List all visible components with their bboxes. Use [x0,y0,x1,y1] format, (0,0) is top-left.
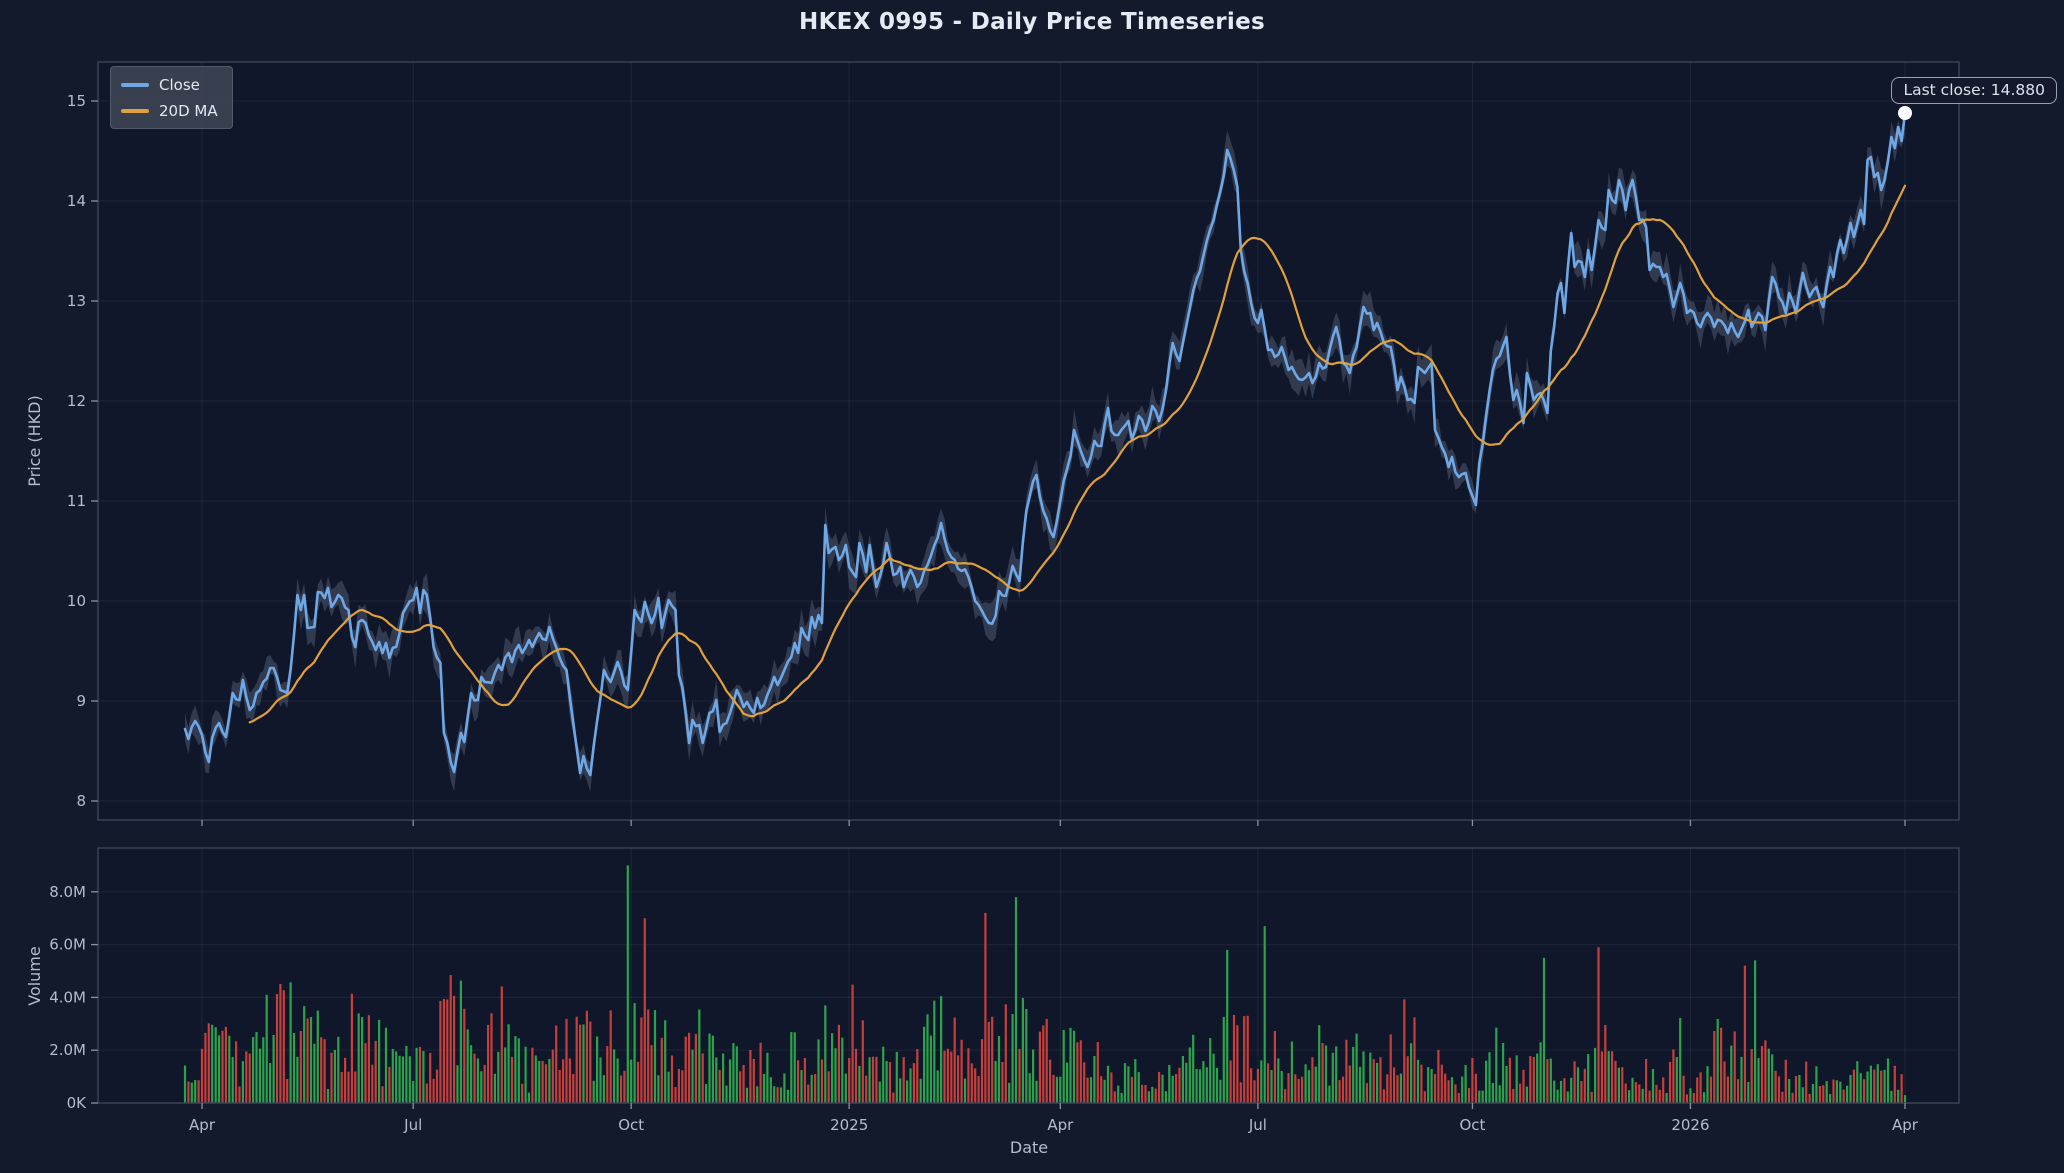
price-plot-area [98,62,1959,820]
close-line-swatch-icon [121,82,149,87]
tick-labels: 8 9 10 11 12 13 14 15 0K 2.0M 4.0M 6.0M 8.0M Apr Jul Oc… [49,92,1919,1134]
price-tick-label: 8 [76,792,86,810]
price-tick-label: 11 [67,492,86,510]
x-axis-title: Date [1010,1138,1048,1157]
legend-item-close: Close [121,74,218,95]
x-tick-label: Jul [1248,1116,1267,1134]
volume-tick-label: 8.0M [49,883,86,901]
ma-line-swatch-icon [121,108,149,113]
ma-line [248,184,1907,724]
volume-tick-label: 4.0M [49,988,86,1006]
legend-label-close: Close [159,75,200,94]
x-tick-label: 2026 [1671,1116,1709,1134]
legend-label-ma: 20D MA [159,101,218,120]
price-tick-label: 15 [67,92,86,110]
x-tick-label: Oct [1459,1116,1485,1134]
volume-tick-label: 0K [67,1094,88,1112]
plot-backgrounds [98,62,1959,1103]
x-tick-label: Apr [1892,1116,1919,1134]
page-title: HKEX 0995 - Daily Price Timeseries [799,9,1265,35]
price-tick-label: 10 [67,592,86,610]
volume-tick-label: 6.0M [49,936,86,954]
volume-tick-label: 2.0M [49,1041,86,1059]
volume-axis-title: Volume [25,946,44,1006]
x-tick-label: Oct [618,1116,644,1134]
price-tick-label: 14 [67,192,86,210]
volume-plot-area [98,848,1959,1103]
legend-item-ma: 20D MA [121,100,218,121]
volume-bars [183,865,1907,1103]
close-line [183,111,1907,777]
last-close-marker [1898,106,1912,120]
x-tick-label: 2025 [830,1116,868,1134]
x-tick-label: Apr [189,1116,216,1134]
price-axis-title: Price (HKD) [25,395,44,486]
data-series [183,106,1912,1103]
last-close-annotation: Last close: 14.880 [1891,77,2057,104]
price-tick-label: 9 [76,692,86,710]
x-tick-label: Apr [1047,1116,1074,1134]
legend: Close 20D MA [110,66,233,129]
price-tick-label: 13 [67,292,86,310]
axes-spines [97,61,1960,1104]
tick-marks [91,100,1906,1109]
x-tick-label: Jul [403,1116,422,1134]
price-tick-label: 12 [67,392,86,410]
